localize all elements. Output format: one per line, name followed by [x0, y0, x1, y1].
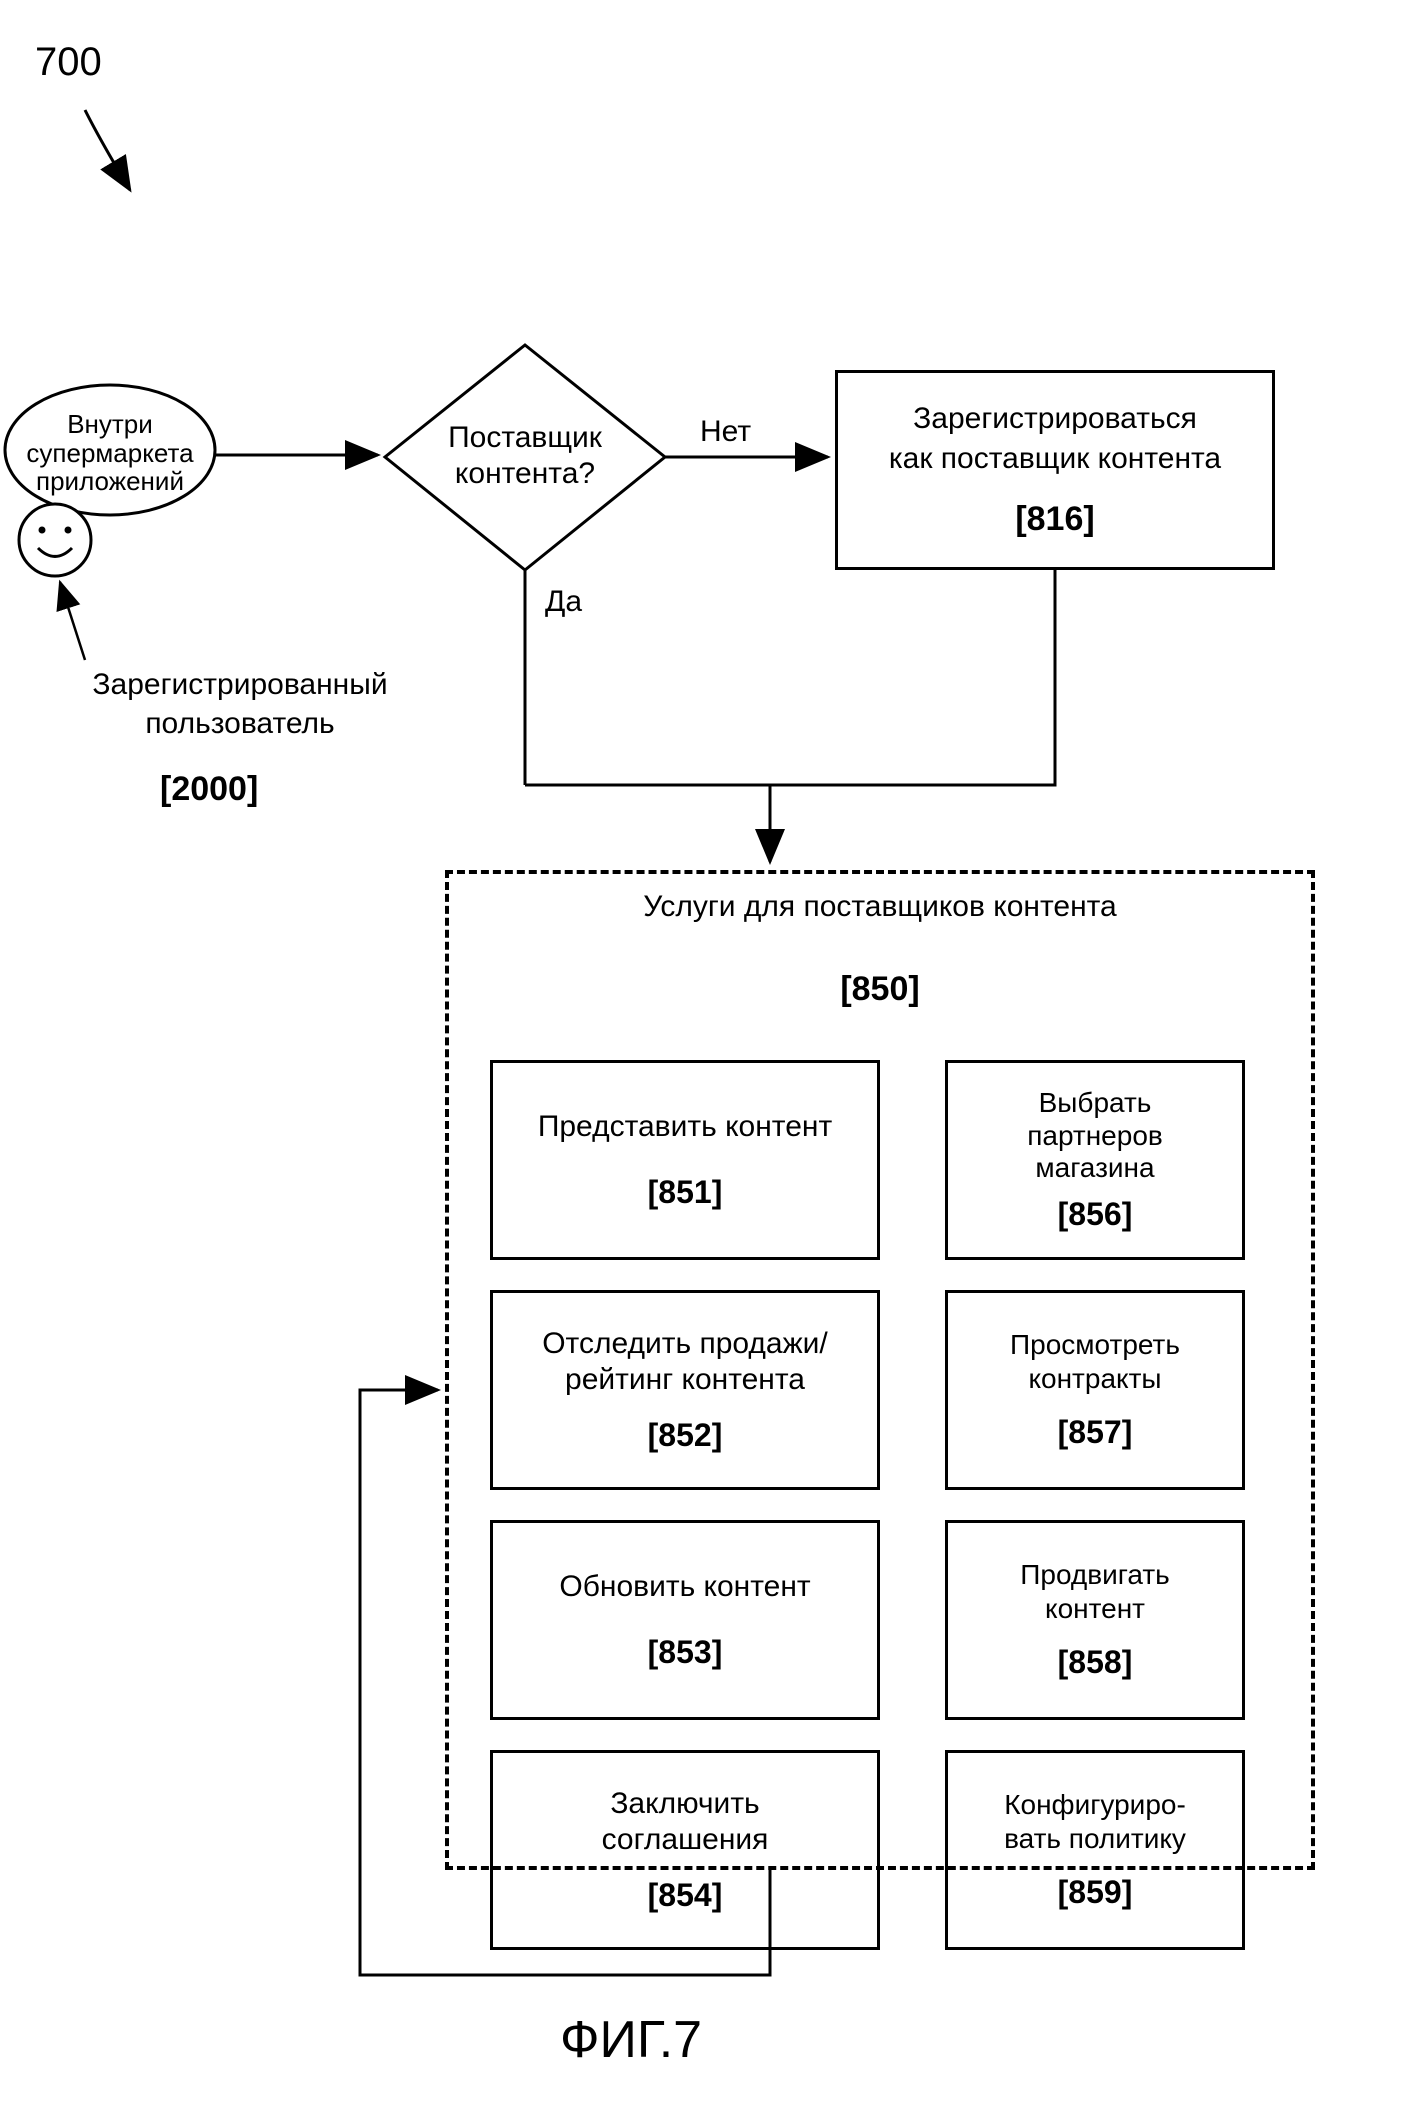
- service-853-ref: [853]: [648, 1634, 723, 1671]
- service-box-856: Выбрать партнеров магазина [856]: [945, 1060, 1245, 1260]
- user-label-line1: Зарегистрированный: [60, 665, 420, 704]
- service-852-line1: Отследить продажи/: [542, 1326, 828, 1362]
- decision-yes: Да: [545, 585, 582, 619]
- service-box-852: Отследить продажи/ рейтинг контента [852…: [490, 1290, 880, 1490]
- service-858-line1: Продвигать: [1020, 1558, 1169, 1592]
- decision-line2: контента?: [410, 456, 640, 492]
- service-852-ref: [852]: [648, 1416, 723, 1454]
- service-854-ref: [854]: [648, 1876, 723, 1914]
- user-ref: [2000]: [160, 770, 258, 809]
- service-859-line1: Конфигуриро-: [1004, 1788, 1186, 1822]
- start-line1: Внутри: [5, 410, 215, 439]
- service-859-line2: вать политику: [1004, 1822, 1186, 1856]
- decision-no: Нет: [700, 415, 751, 449]
- decision-text: Поставщик контента?: [410, 420, 640, 492]
- services-ref: [850]: [445, 970, 1315, 1009]
- register-line1: Зарегистрироваться: [913, 402, 1197, 436]
- service-854-line2: соглашения: [602, 1822, 769, 1858]
- service-857-line2: контракты: [1028, 1362, 1161, 1396]
- user-label: Зарегистрированный пользователь: [60, 665, 420, 743]
- start-node-text: Внутри супермаркета приложений: [5, 410, 215, 496]
- services-title: Услуги для поставщиков контента: [445, 890, 1315, 924]
- service-856-line3: магазина: [1035, 1152, 1154, 1184]
- figure-caption: ФИГ.7: [560, 2010, 702, 2070]
- register-box: Зарегистрироваться как поставщик контент…: [835, 370, 1275, 570]
- register-ref: [816]: [1015, 500, 1094, 539]
- service-858-ref: [858]: [1058, 1643, 1133, 1681]
- service-856-line1: Выбрать: [1039, 1087, 1152, 1119]
- service-box-859: Конфигуриро- вать политику [859]: [945, 1750, 1245, 1950]
- user-label-line2: пользователь: [60, 704, 420, 743]
- service-851-ref: [851]: [648, 1174, 723, 1211]
- service-856-line2: партнеров: [1027, 1120, 1163, 1152]
- start-line2: супермаркета: [5, 439, 215, 468]
- service-854-line1: Заключить: [610, 1786, 759, 1822]
- service-857-ref: [857]: [1058, 1413, 1133, 1451]
- service-box-853: Обновить контент [853]: [490, 1520, 880, 1720]
- service-box-851: Представить контент [851]: [490, 1060, 880, 1260]
- service-box-857: Просмотреть контракты [857]: [945, 1290, 1245, 1490]
- register-line2: как поставщик контента: [889, 442, 1221, 476]
- service-box-854: Заключить соглашения [854]: [490, 1750, 880, 1950]
- service-858-line2: контент: [1045, 1592, 1145, 1626]
- service-851-line1: Представить контент: [538, 1110, 832, 1144]
- service-859-ref: [859]: [1058, 1873, 1133, 1911]
- service-box-858: Продвигать контент [858]: [945, 1520, 1245, 1720]
- decision-line1: Поставщик: [410, 420, 640, 456]
- service-853-line1: Обновить контент: [559, 1570, 810, 1604]
- service-852-line2: рейтинг контента: [565, 1362, 805, 1398]
- service-857-line1: Просмотреть: [1010, 1328, 1180, 1362]
- start-line3: приложений: [5, 467, 215, 496]
- service-856-ref: [856]: [1058, 1196, 1133, 1233]
- figure-number: 700: [35, 40, 102, 85]
